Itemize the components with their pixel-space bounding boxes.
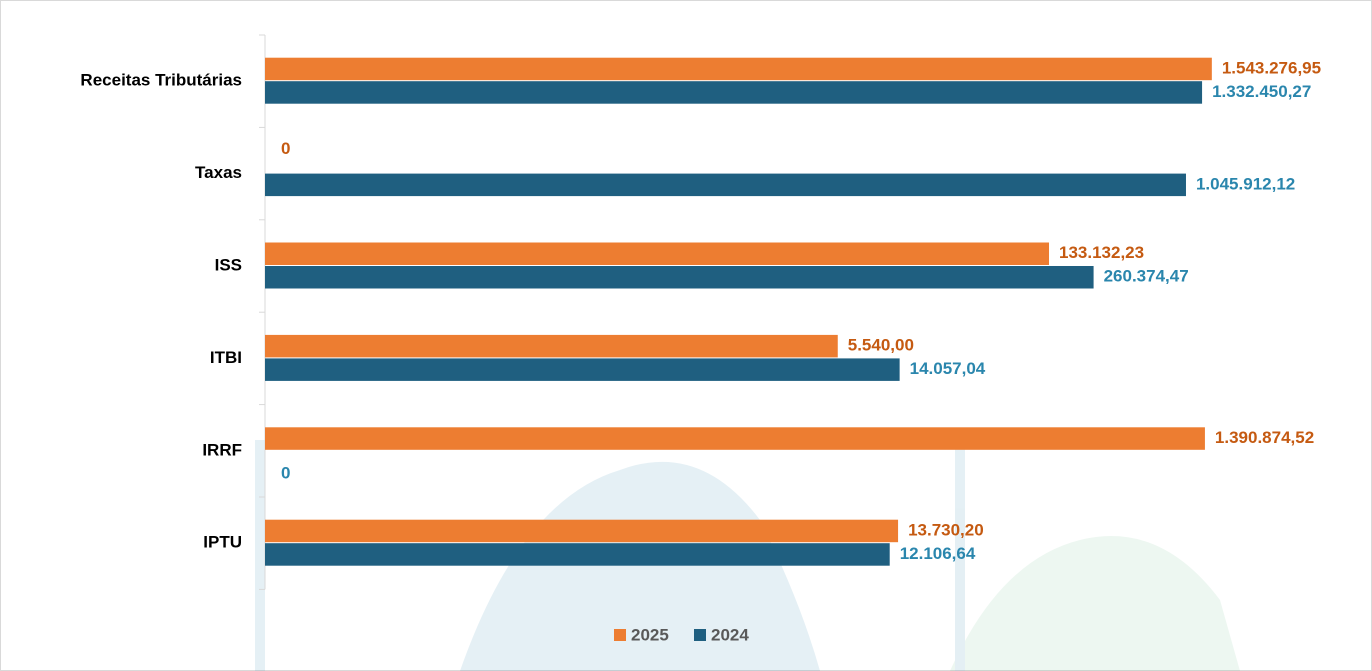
data-label: 260.374,47 (1104, 267, 1189, 286)
data-label: 1.332.450,27 (1212, 82, 1311, 101)
y-tick-label: ISS (215, 255, 242, 274)
y-tick-label: IRRF (202, 440, 242, 459)
legend-swatch (614, 629, 626, 641)
bar (265, 543, 890, 566)
data-label: 0 (281, 464, 290, 483)
bar (265, 519, 899, 543)
y-tick-label: Taxas (195, 163, 242, 182)
data-label: 5.540,00 (848, 336, 914, 355)
bar (265, 242, 1050, 265)
bar (265, 427, 1205, 450)
data-label: 1.543.276,95 (1222, 58, 1321, 77)
bar (265, 57, 1212, 81)
y-tick-label: IPTU (203, 533, 242, 552)
legend-label: 2025 (631, 625, 669, 644)
bar (265, 334, 838, 358)
y-tick-label: ITBI (210, 348, 242, 367)
y-tick-label: Receitas Tributárias (80, 71, 242, 90)
data-label: 0 (281, 139, 290, 158)
legend-label: 2024 (711, 625, 749, 644)
legend-swatch (694, 629, 706, 641)
data-label: 12.106,64 (900, 544, 976, 563)
bar (265, 358, 900, 381)
data-label: 1.390.874,52 (1215, 428, 1314, 447)
data-label: 133.132,23 (1059, 243, 1144, 262)
bar (265, 173, 1186, 197)
bar (265, 266, 1094, 289)
bar (265, 81, 1203, 104)
data-label: 14.057,04 (910, 359, 986, 378)
data-label: 1.045.912,12 (1196, 174, 1295, 193)
watermark (255, 440, 1240, 671)
data-label: 13.730,20 (908, 520, 984, 539)
